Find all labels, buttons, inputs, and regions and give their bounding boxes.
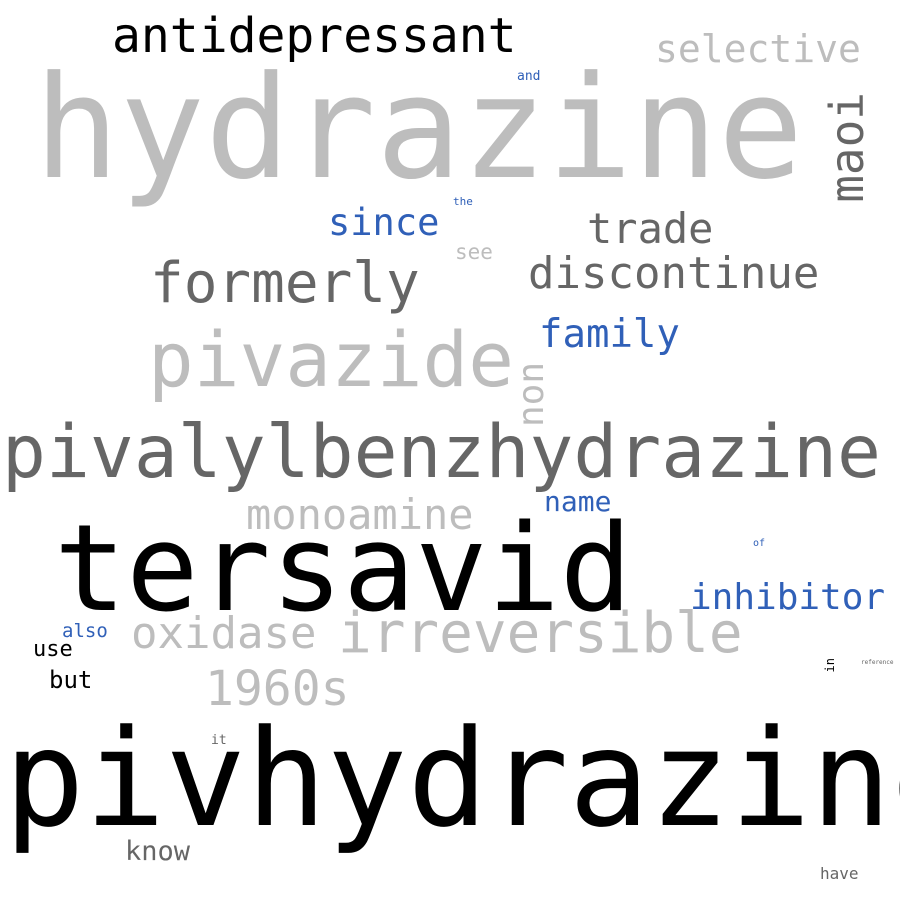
word-antidepressant: antidepressant <box>112 8 517 64</box>
word-pivhydrazine: pivhydrazine <box>4 701 900 857</box>
word-selective: selective <box>655 27 861 71</box>
word-of: of <box>753 538 766 549</box>
word-and: and <box>517 69 541 84</box>
word-name: name <box>544 485 612 518</box>
word-in: in <box>823 658 837 673</box>
word-the: the <box>453 195 473 208</box>
word-maoi: maoi <box>820 92 874 203</box>
word-trade: trade <box>587 204 714 253</box>
word-discontinue: discontinue <box>528 248 820 299</box>
word-since: since <box>328 201 440 244</box>
word-pivalylbenzhydrazine: pivalylbenzhydrazine <box>2 410 881 495</box>
word-know: know <box>125 836 191 867</box>
word-monoamine: monoamine <box>246 490 474 539</box>
word-oxidase: oxidase <box>131 608 317 659</box>
word-tersavid: tersavid <box>54 500 632 639</box>
word-irreversible: irreversible <box>338 601 743 666</box>
word-have: have <box>820 864 859 883</box>
word-use: use <box>33 637 73 662</box>
word-hydrazine: hydrazine <box>34 46 804 211</box>
word-formerly: formerly <box>150 251 420 316</box>
word-see: see <box>455 240 493 264</box>
word-but: but <box>49 666 93 694</box>
word-family: family <box>539 312 680 357</box>
word-reference: reference <box>861 659 894 666</box>
word-pivazide: pivazide <box>148 315 515 404</box>
word-1960s: 1960s <box>205 661 350 717</box>
word-also: also <box>62 620 108 642</box>
word-it: it <box>211 733 227 748</box>
word-inhibitor: inhibitor <box>690 577 886 618</box>
